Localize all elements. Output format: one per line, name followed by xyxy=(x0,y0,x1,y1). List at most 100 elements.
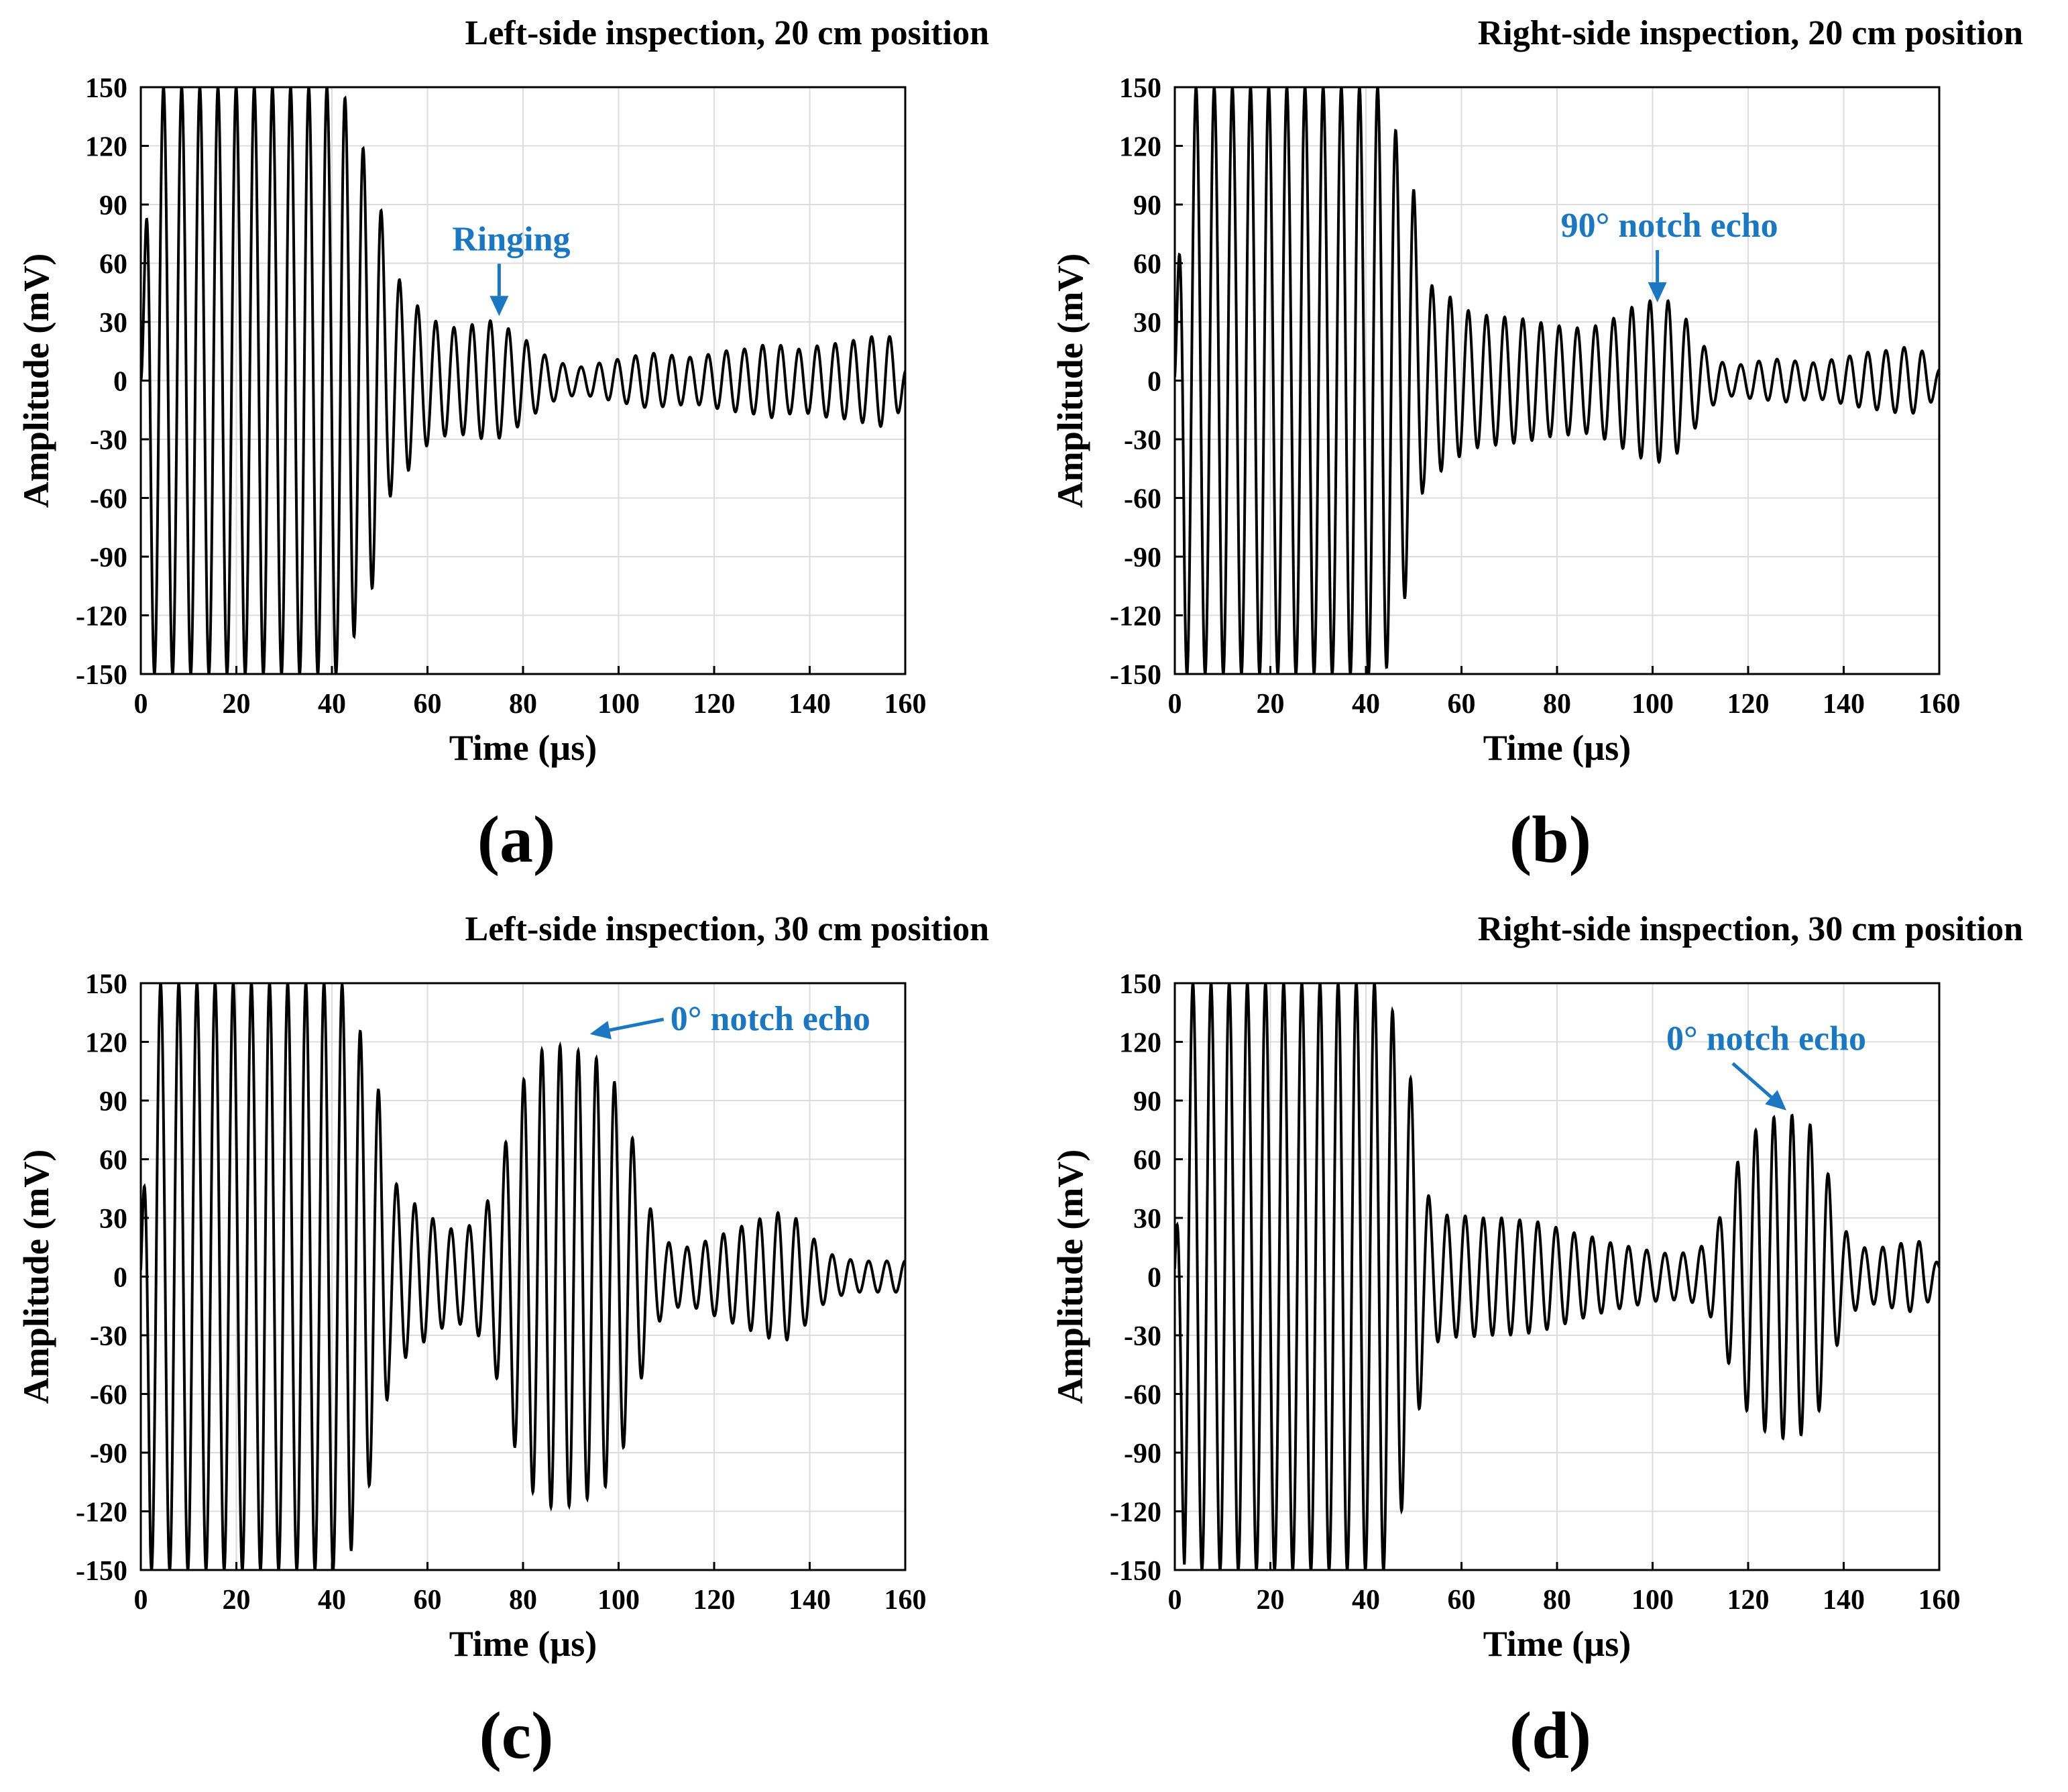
y-tick-label: -90 xyxy=(1124,1439,1161,1469)
y-tick-label: -60 xyxy=(1124,484,1161,515)
y-tick-label: -90 xyxy=(90,543,127,573)
x-axis-label: Time (µs) xyxy=(449,728,597,768)
y-tick-label: 150 xyxy=(1119,969,1161,1000)
x-tick-label: 0 xyxy=(134,689,148,720)
y-axis-label: Amplitude (mV) xyxy=(1050,254,1090,508)
x-tick-label: 120 xyxy=(693,689,736,720)
y-tick-label: -120 xyxy=(76,602,127,632)
x-tick-label: 20 xyxy=(223,1585,251,1616)
y-tick-label: 0 xyxy=(1147,1263,1161,1294)
annotation-arrow xyxy=(609,1017,665,1032)
chart-title: Left-side inspection, 20 cm position xyxy=(465,14,990,52)
panel-label: (d) xyxy=(1509,1698,1591,1773)
x-tick-label: 120 xyxy=(1727,689,1770,720)
y-tick-label: 0 xyxy=(1147,367,1161,398)
series-signal-line xyxy=(1175,87,1939,674)
x-tick-label: 20 xyxy=(1257,1585,1285,1616)
y-tick-label: 90 xyxy=(1133,1086,1161,1117)
x-tick-label: 160 xyxy=(1918,1585,1961,1616)
x-tick-label: 0 xyxy=(1168,689,1182,720)
x-tick-label: 120 xyxy=(1727,1585,1770,1616)
x-tick-label: 140 xyxy=(1823,1585,1865,1616)
annotation-label: 0° notch echo xyxy=(671,1000,870,1038)
annotation-arrowhead xyxy=(1648,282,1667,302)
panel-label: (b) xyxy=(1509,802,1591,877)
annotation-label: Ringing xyxy=(452,220,570,258)
y-tick-label: 30 xyxy=(99,1204,127,1235)
y-tick-label: 60 xyxy=(99,1145,127,1176)
y-tick-label: -60 xyxy=(1124,1380,1161,1411)
x-tick-label: 80 xyxy=(1543,1585,1571,1616)
grid xyxy=(1174,87,1940,675)
x-tick-label: 80 xyxy=(509,1585,537,1616)
x-axis-label: Time (µs) xyxy=(1483,1624,1631,1664)
x-tick-label: 80 xyxy=(509,689,537,720)
y-tick-label: 120 xyxy=(85,132,127,163)
panel-b: 0 20 40 60 80 100 120 140 160 150 120 90 60 30 0 -30 -60… xyxy=(1050,14,2023,877)
y-tick-label: -60 xyxy=(90,484,127,515)
y-tick-label: 150 xyxy=(85,969,127,1000)
panel-d: 0 20 40 60 80 100 120 140 160 150 120 90 60 30 0 -30 -60… xyxy=(1050,910,2023,1773)
annotation-arrow xyxy=(1731,1062,1773,1099)
y-tick-label: -150 xyxy=(1110,660,1161,691)
x-tick-label: 40 xyxy=(318,1585,346,1616)
y-tick-label: -150 xyxy=(76,1556,127,1587)
annotation-label: 0° notch echo xyxy=(1666,1020,1866,1058)
x-tick-label: 80 xyxy=(1543,689,1571,720)
y-tick-label: -120 xyxy=(76,1498,127,1528)
annotation-arrowhead xyxy=(490,296,509,317)
x-tick-label: 100 xyxy=(597,689,640,720)
y-tick-label: 90 xyxy=(99,190,127,221)
y-tick-label: 120 xyxy=(85,1028,127,1059)
x-tick-label: 20 xyxy=(1257,689,1285,720)
x-tick-label: 160 xyxy=(884,1585,927,1616)
x-tick-label: 100 xyxy=(1631,689,1674,720)
annotation-arrowhead xyxy=(1765,1090,1786,1111)
x-tick-label: 60 xyxy=(1448,689,1476,720)
y-tick-label: 120 xyxy=(1119,1028,1161,1059)
y-tick-label: -120 xyxy=(1110,1498,1161,1528)
panel-label: (a) xyxy=(477,802,556,877)
y-tick-label: -120 xyxy=(1110,602,1161,632)
y-axis-label: Amplitude (mV) xyxy=(16,1150,56,1404)
y-tick-label: 30 xyxy=(1133,308,1161,339)
x-tick-label: 140 xyxy=(1823,689,1865,720)
y-axis-label: Amplitude (mV) xyxy=(1050,1150,1090,1404)
y-tick-label: -30 xyxy=(1124,1321,1161,1352)
series-signal-line xyxy=(1175,983,1939,1570)
x-tick-label: 0 xyxy=(1168,1585,1182,1616)
x-tick-label: 0 xyxy=(134,1585,148,1616)
panel-a: 0 20 40 60 80 100 120 140 160 150 120 90 60 30 0 -30 -60… xyxy=(16,14,990,877)
y-tick-label: -30 xyxy=(90,1321,127,1352)
annotation-label: 90° notch echo xyxy=(1561,207,1778,245)
grid xyxy=(140,87,906,675)
chart-title: Left-side inspection, 30 cm position xyxy=(465,910,990,948)
y-tick-label: -60 xyxy=(90,1380,127,1411)
y-tick-label: 120 xyxy=(1119,132,1161,163)
y-tick-label: -150 xyxy=(76,660,127,691)
panel-c: 0 20 40 60 80 100 120 140 160 150 120 90 60 30 0 -30 -60… xyxy=(16,910,990,1773)
x-axis-label: Time (µs) xyxy=(449,1624,597,1664)
x-tick-label: 20 xyxy=(223,689,251,720)
x-tick-label: 60 xyxy=(414,1585,442,1616)
x-tick-label: 120 xyxy=(693,1585,736,1616)
x-tick-label: 160 xyxy=(884,689,927,720)
y-tick-label: 150 xyxy=(1119,73,1161,104)
x-tick-label: 40 xyxy=(318,689,346,720)
annotation-arrowhead xyxy=(589,1021,612,1040)
y-tick-label: 90 xyxy=(99,1086,127,1117)
y-tick-label: 30 xyxy=(1133,1204,1161,1235)
x-axis-label: Time (µs) xyxy=(1483,728,1631,768)
x-tick-label: 60 xyxy=(1448,1585,1476,1616)
y-tick-label: 0 xyxy=(113,1263,127,1294)
y-tick-label: -90 xyxy=(1124,543,1161,573)
x-tick-label: 100 xyxy=(597,1585,640,1616)
y-tick-label: -150 xyxy=(1110,1556,1161,1587)
chart-title: Right-side inspection, 20 cm position xyxy=(1478,14,2023,52)
y-tick-label: -30 xyxy=(90,425,127,456)
y-tick-label: 60 xyxy=(1133,249,1161,280)
x-tick-label: 140 xyxy=(789,1585,831,1616)
chart-title: Right-side inspection, 30 cm position xyxy=(1478,910,2023,948)
x-tick-label: 60 xyxy=(414,689,442,720)
